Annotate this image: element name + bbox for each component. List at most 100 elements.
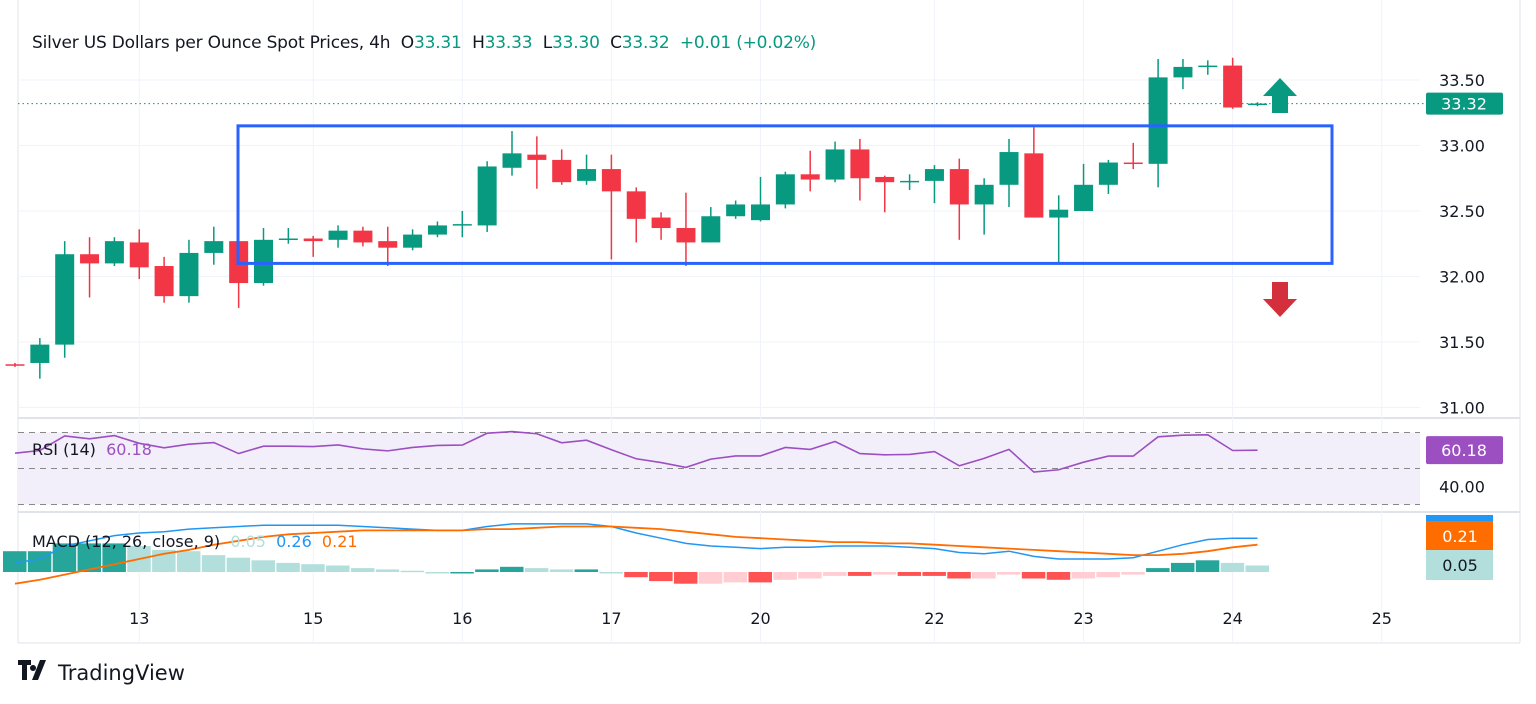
candle xyxy=(254,228,273,286)
macd-histogram-bar xyxy=(1146,568,1170,572)
candle-body xyxy=(1024,153,1044,218)
macd-histogram-bar xyxy=(872,572,897,575)
macd-signal-line xyxy=(14,525,1258,585)
candle xyxy=(378,226,398,267)
macd-histogram-bar xyxy=(301,564,325,572)
candle xyxy=(55,241,75,358)
candle xyxy=(900,174,920,191)
candle-body xyxy=(651,217,671,229)
candle-body xyxy=(875,176,895,183)
price-axis-label: 31.00 xyxy=(1439,399,1485,418)
candle-body xyxy=(924,169,944,181)
candle xyxy=(825,141,845,183)
candle-body xyxy=(999,152,1019,185)
candle xyxy=(676,192,696,267)
macd-histogram-bar xyxy=(201,555,226,572)
time-axis-label: 24 xyxy=(1222,609,1242,628)
price-axis-label: 33.50 xyxy=(1439,71,1485,90)
breakout-up-arrow-icon xyxy=(1263,78,1297,113)
candle xyxy=(999,138,1019,208)
close-label: C xyxy=(610,33,622,53)
tradingview-logo[interactable]: TradingView xyxy=(18,660,185,685)
open-value: 33.31 xyxy=(413,33,462,53)
macd-histogram-bar xyxy=(500,566,524,572)
breakdown-down-arrow-icon xyxy=(1263,282,1297,317)
candle xyxy=(427,221,447,238)
candle xyxy=(104,237,124,267)
high-label: H xyxy=(472,33,485,53)
macd-histogram-bar xyxy=(52,543,77,572)
candle xyxy=(452,211,472,238)
macd-histogram-bar xyxy=(226,557,251,572)
macd-histogram-bar xyxy=(847,572,872,576)
candle-body xyxy=(254,239,273,284)
macd-histogram-bar xyxy=(897,572,922,576)
candle xyxy=(949,158,969,240)
candle xyxy=(328,225,348,248)
macd-histogram-bar xyxy=(1021,572,1046,579)
macd-histogram-bar xyxy=(823,572,847,576)
candle xyxy=(751,176,770,222)
macd-label: MACD (12, 26, close, 9) xyxy=(32,532,221,551)
macd-histogram-bar xyxy=(400,570,425,573)
macd-histogram-bar xyxy=(1220,562,1245,572)
candle-body xyxy=(577,169,597,181)
candle-body xyxy=(601,169,621,192)
candle-body xyxy=(1173,66,1193,78)
candle xyxy=(651,212,671,240)
candle xyxy=(1198,60,1218,75)
current-price-badge-text: 33.32 xyxy=(1441,95,1487,114)
macd-histogram-bar xyxy=(698,572,723,584)
candle xyxy=(1148,59,1168,188)
macd-histogram-bar xyxy=(997,572,1021,575)
macd-hist-badge-text: 0.05 xyxy=(1442,556,1478,575)
candle-body xyxy=(1148,77,1168,164)
candle-body xyxy=(552,159,572,183)
macd-histogram-bar xyxy=(673,572,698,584)
price-axis-label: 32.00 xyxy=(1439,268,1485,287)
macd-histogram-bar xyxy=(326,565,350,572)
candle-body xyxy=(974,184,994,205)
macd-histogram-bar xyxy=(798,572,822,579)
tradingview-logo-icon xyxy=(18,660,52,685)
candle xyxy=(1098,159,1118,194)
candle-body xyxy=(1248,103,1267,106)
candle xyxy=(1223,57,1243,109)
candle xyxy=(601,154,621,260)
macd-signal-badge-text: 0.21 xyxy=(1442,527,1478,546)
time-axis-label: 25 xyxy=(1372,609,1392,628)
candle-body xyxy=(477,166,497,226)
candle-body xyxy=(751,204,770,221)
macd-histogram-bar xyxy=(1071,572,1096,579)
candle xyxy=(775,171,795,209)
rsi-value: 60.18 xyxy=(106,440,152,459)
macd-histogram-bar xyxy=(922,572,946,576)
candle-body xyxy=(303,238,323,242)
rsi-badge-text: 60.18 xyxy=(1441,441,1487,460)
candle-body xyxy=(30,344,50,363)
candle-body xyxy=(1198,65,1218,68)
candle-body xyxy=(527,154,547,160)
macd-histogram-bar xyxy=(375,569,400,572)
macd-histogram-bar xyxy=(574,569,599,572)
macd-histogram-bar xyxy=(549,569,574,572)
time-axis-label: 15 xyxy=(303,609,323,628)
macd-histogram-bar xyxy=(450,572,474,574)
candle xyxy=(626,187,646,243)
candle-body xyxy=(825,149,845,180)
candle xyxy=(403,229,423,251)
candle xyxy=(1074,163,1094,211)
candle xyxy=(303,235,323,257)
macd-histogram-bar xyxy=(475,569,499,572)
low-value: 33.30 xyxy=(552,33,600,53)
open-label: O xyxy=(400,33,414,53)
candle-body xyxy=(1123,162,1143,165)
time-axis-label: 20 xyxy=(750,609,770,628)
macd-legend: MACD (12, 26, close, 9) 0.05 0.26 0.21 xyxy=(32,532,358,551)
candle xyxy=(278,228,298,244)
candle-body xyxy=(1049,209,1069,218)
candle-body xyxy=(949,169,969,205)
candle-body xyxy=(1098,162,1118,185)
